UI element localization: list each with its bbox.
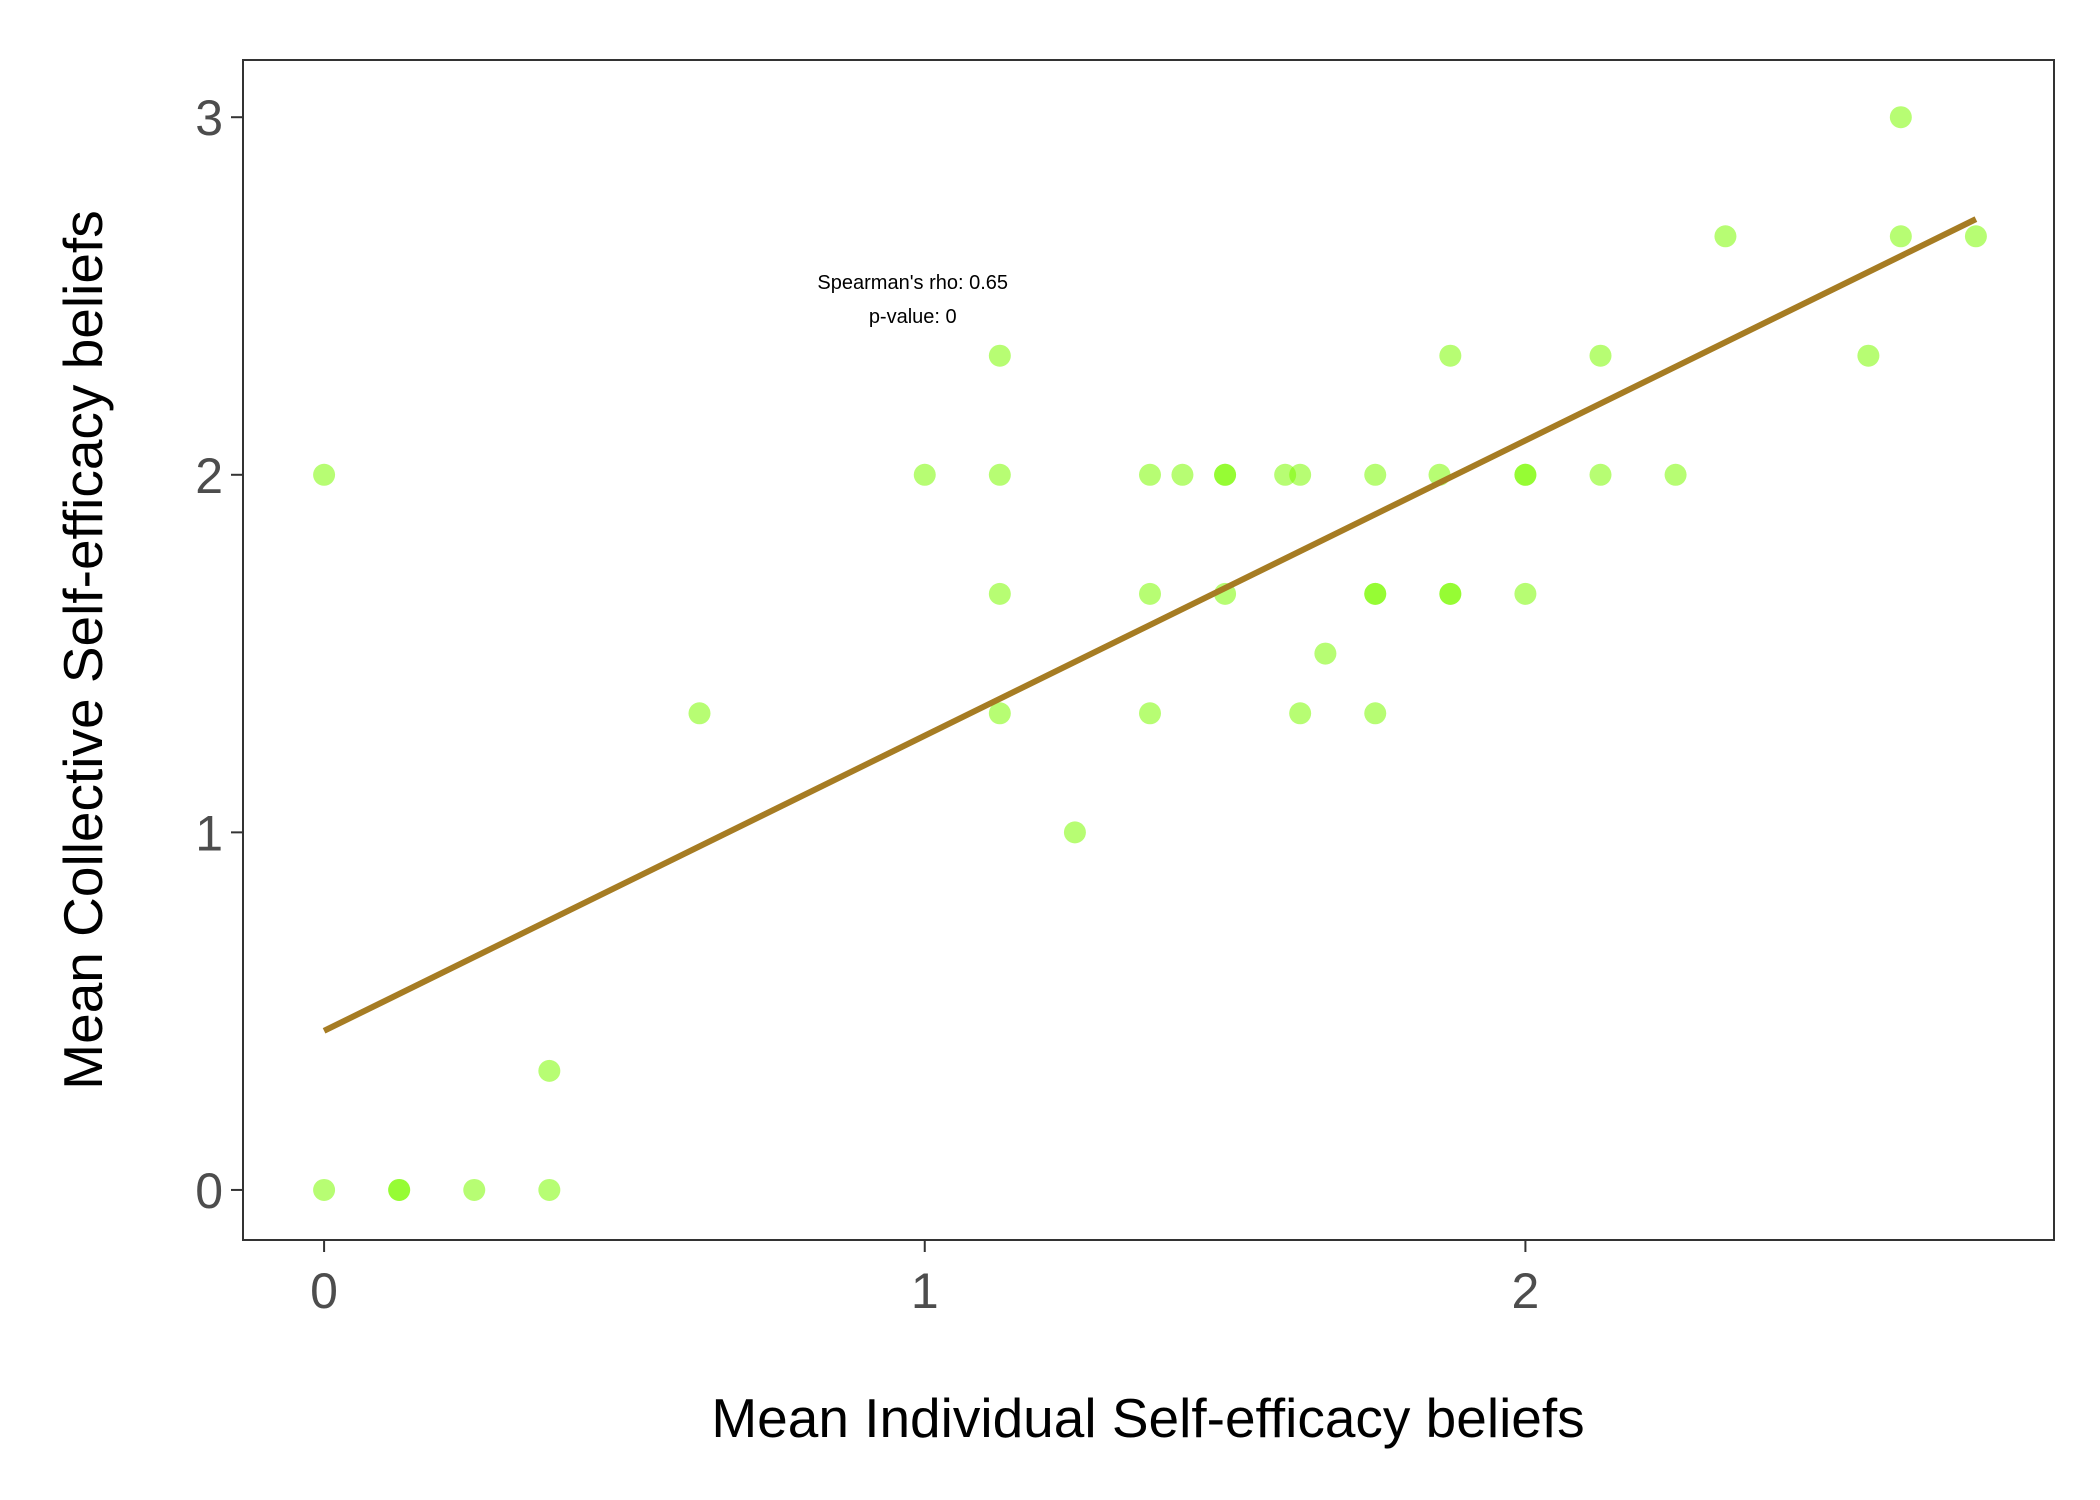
data-point: [1889, 106, 1912, 129]
data-point: [313, 463, 336, 486]
y-tick-label: 2: [195, 448, 223, 504]
data-point: [388, 1178, 411, 1201]
x-tick-label: 2: [1512, 1263, 1540, 1319]
data-point: [1364, 582, 1387, 605]
data-point: [1289, 463, 1312, 486]
data-point: [1964, 225, 1987, 248]
data-point: [1364, 463, 1387, 486]
data-point: [1589, 344, 1612, 367]
data-point: [1714, 225, 1737, 248]
data-point: [1214, 463, 1237, 486]
y-axis-title: Mean Collective Self-efficacy beliefs: [52, 210, 114, 1089]
data-point: [463, 1178, 486, 1201]
data-point: [1439, 344, 1462, 367]
y-tick-label: 3: [195, 90, 223, 146]
data-point: [1171, 463, 1194, 486]
data-point: [1664, 463, 1687, 486]
data-point: [313, 1178, 336, 1201]
y-axis: 0 1 2 3: [195, 90, 243, 1219]
fit-line-layer: [322, 216, 1978, 1034]
data-point: [988, 582, 1011, 605]
data-point: [1289, 702, 1312, 725]
plot-panel-border: [242, 59, 2055, 1241]
x-axis-title: Mean Individual Self-efficacy beliefs: [711, 1387, 1584, 1449]
x-axis: 0 1 2: [310, 1240, 1539, 1319]
annotation-pvalue: p-value: 0: [869, 306, 957, 328]
data-point: [1889, 225, 1912, 248]
data-point: [1139, 702, 1162, 725]
data-point: [538, 1178, 561, 1201]
regression-line: [322, 216, 1978, 1034]
x-tick-label: 1: [911, 1263, 939, 1319]
points-layer: [313, 106, 1987, 1201]
data-point: [1514, 463, 1537, 486]
data-point: [1139, 582, 1162, 605]
data-point: [913, 463, 936, 486]
data-point: [1589, 463, 1612, 486]
data-point: [538, 1059, 561, 1082]
data-point: [1063, 821, 1086, 844]
data-point: [988, 463, 1011, 486]
data-point: [688, 702, 711, 725]
annotation-rho: Spearman's rho: 0.65: [817, 272, 1008, 294]
data-point: [1439, 582, 1462, 605]
data-point: [1139, 463, 1162, 486]
annotation-layer: Spearman's rho: 0.65 p-value: 0: [817, 272, 1008, 328]
data-point: [1364, 702, 1387, 725]
data-point: [1514, 582, 1537, 605]
data-point: [1314, 642, 1337, 665]
data-point: [1857, 344, 1880, 367]
data-point: [988, 702, 1011, 725]
y-tick-label: 1: [195, 805, 223, 861]
x-tick-label: 0: [310, 1263, 338, 1319]
data-point: [988, 344, 1011, 367]
y-tick-label: 0: [195, 1163, 223, 1219]
